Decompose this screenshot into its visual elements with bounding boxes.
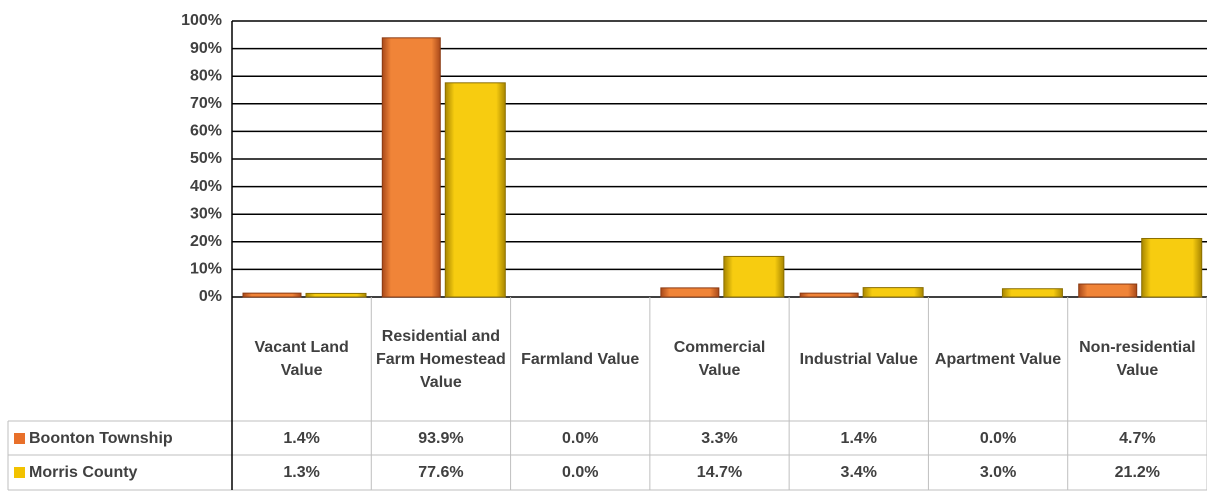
y-tick-label: 90% [190,40,222,57]
legend-swatch [14,467,25,478]
legend-entry: Morris County [8,455,232,490]
legend-swatch [14,432,25,444]
y-tick-label: 0% [199,288,222,305]
value-label: 3.0% [979,464,1017,481]
y-tick-label: 100% [181,12,222,29]
legend-entry: Boonton Township [8,421,232,455]
bar [799,292,859,298]
category-label: Apartment Value [934,350,1062,368]
value-label: 77.6% [418,464,464,481]
value-label: 1.3% [283,464,320,481]
bar [444,82,506,298]
bar [1001,288,1063,298]
bar [862,287,924,298]
category-label: Residential and Farm Homestead Value [376,327,506,391]
y-tick-label: 50% [190,150,222,167]
bar [1141,237,1203,298]
category-label: Vacant Land Value [254,339,349,379]
bar [660,287,720,298]
category-label: Commercial Value [673,339,766,379]
legend-label: Boonton Township [29,429,173,447]
y-tick-label: 20% [190,233,222,250]
category-label: Farmland Value [521,350,640,368]
category-label: Industrial Value [799,350,918,368]
value-label: 0.0% [561,464,599,481]
bar [723,255,785,298]
bar [305,292,367,298]
legend-label: Morris County [29,464,138,481]
value-label: 21.2% [1114,464,1161,481]
value-label: 0.0% [979,429,1017,447]
y-tick-label: 60% [190,123,222,140]
value-label: 3.4% [840,464,878,481]
value-label: 4.7% [1119,429,1156,447]
category-label: Non-residential Value [1079,339,1196,379]
bar [242,292,302,298]
value-label: 1.4% [283,429,320,447]
value-label: 93.9% [418,429,464,447]
value-label: 14.7% [696,464,743,481]
y-tick-label: 10% [190,261,222,278]
value-label: 1.4% [840,429,878,447]
value-label: 0.0% [561,429,599,447]
bar [1078,283,1138,298]
y-tick-label: 70% [190,95,222,112]
y-tick-label: 30% [190,205,222,222]
y-tick-label: 80% [190,67,222,84]
bar [381,37,441,298]
y-tick-label: 40% [190,178,222,195]
value-label: 3.3% [701,429,738,447]
